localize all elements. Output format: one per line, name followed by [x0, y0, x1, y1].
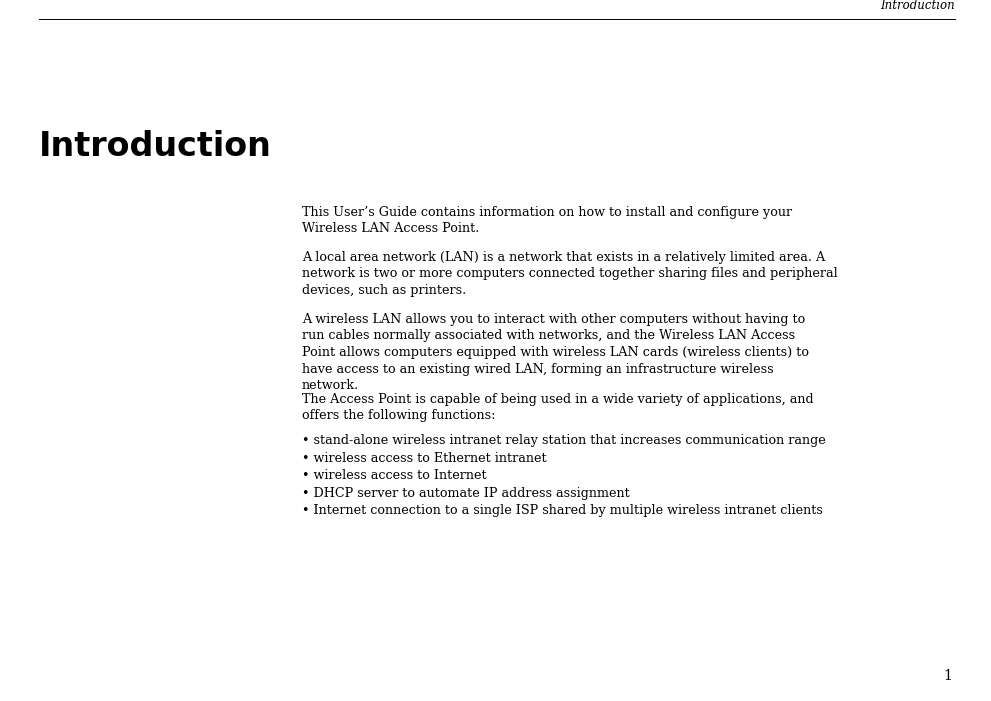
Text: Introduction: Introduction — [880, 0, 955, 12]
Text: This User’s Guide contains information on how to install and configure your
Wire: This User’s Guide contains information o… — [302, 206, 792, 236]
Text: A wireless LAN allows you to interact with other computers without having to
run: A wireless LAN allows you to interact wi… — [302, 313, 809, 392]
Text: Introduction: Introduction — [39, 130, 272, 163]
Text: • wireless access to Ethernet intranet: • wireless access to Ethernet intranet — [302, 451, 547, 465]
Text: • wireless access to Internet: • wireless access to Internet — [302, 469, 487, 482]
Text: The Access Point is capable of being used in a wide variety of applications, and: The Access Point is capable of being use… — [302, 393, 814, 423]
Text: • Internet connection to a single ISP shared by multiple wireless intranet clien: • Internet connection to a single ISP sh… — [302, 504, 823, 517]
Text: 1: 1 — [943, 669, 952, 683]
Text: A local area network (LAN) is a network that exists in a relatively limited area: A local area network (LAN) is a network … — [302, 251, 837, 297]
Text: • stand-alone wireless intranet relay station that increases communication range: • stand-alone wireless intranet relay st… — [302, 434, 826, 447]
Text: • DHCP server to automate IP address assignment: • DHCP server to automate IP address ass… — [302, 486, 629, 500]
